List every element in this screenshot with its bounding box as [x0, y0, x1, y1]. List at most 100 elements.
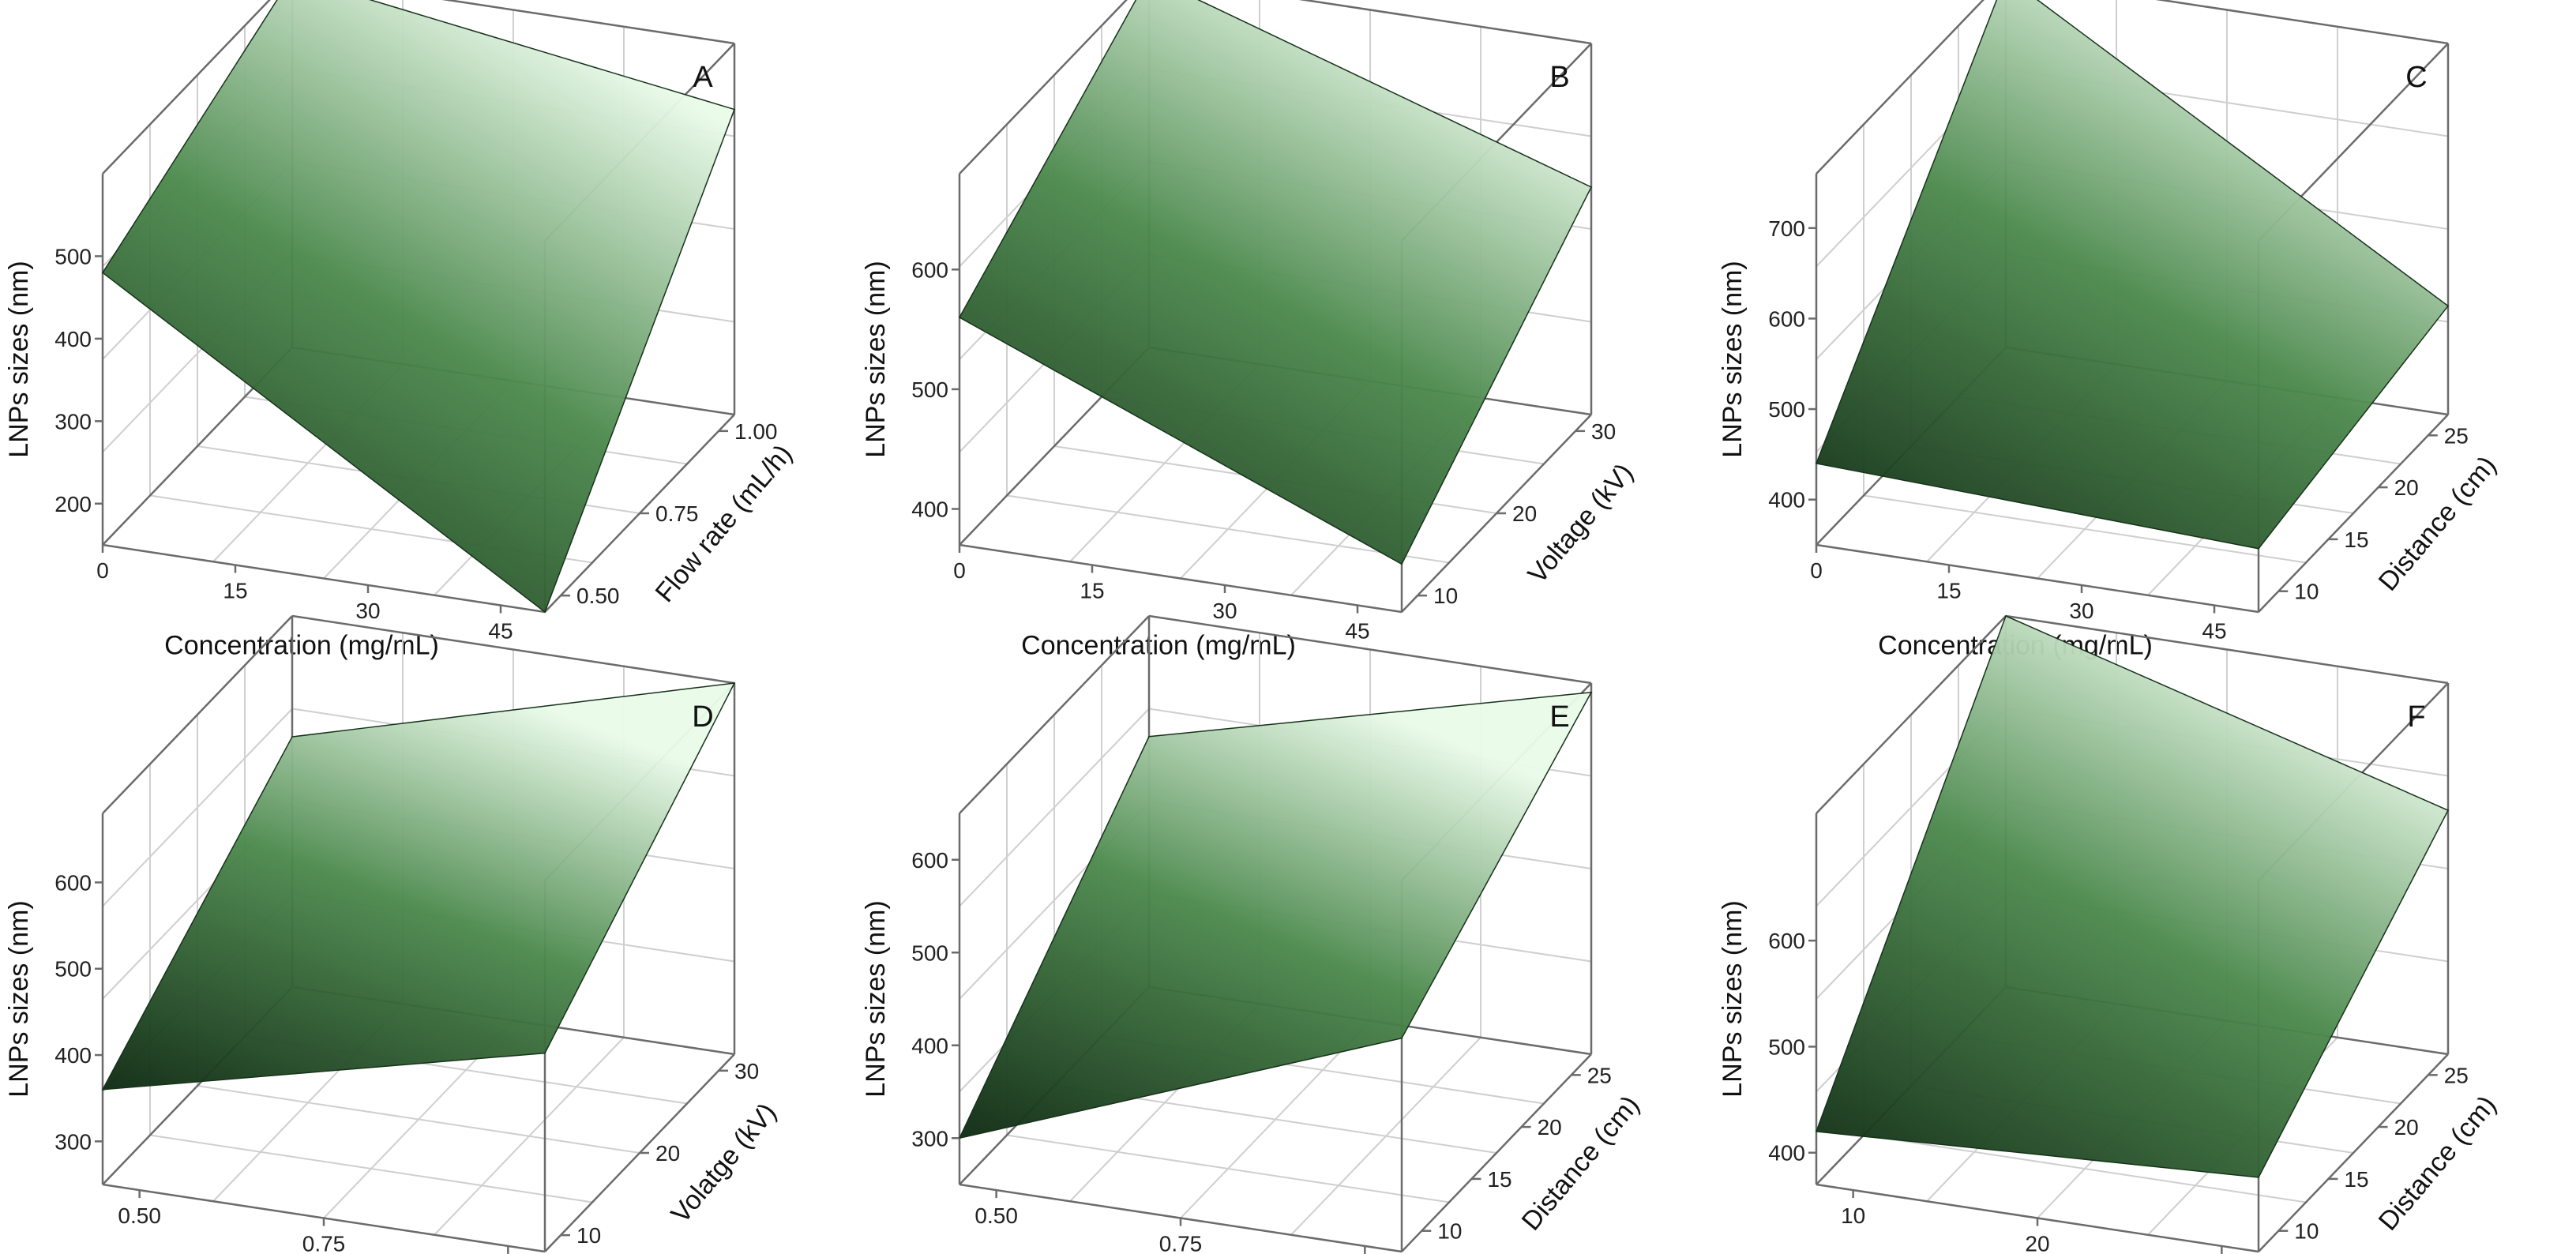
x-tick-label: 0.50	[118, 1203, 161, 1228]
z-tick-label: 400	[911, 1034, 948, 1058]
z-tick-label: 500	[54, 244, 92, 268]
axis-frame-edge	[441, 0, 735, 45]
z-tick-label: 500	[1768, 1034, 1805, 1059]
y-tick-label: 25	[2444, 1063, 2469, 1087]
z-axis-label: LNPs sizes (nm)	[861, 900, 891, 1097]
panel-letter: F	[2407, 700, 2425, 734]
axis-frame-edge	[102, 543, 546, 614]
y-tick-label: 10	[2294, 1219, 2319, 1244]
z-tick-label: 400	[54, 327, 92, 351]
z-tick-label: 500	[911, 377, 948, 402]
z-tick-label: 700	[1768, 216, 1805, 241]
z-tick-label: 400	[1768, 488, 1805, 512]
y-tick-label: 15	[1487, 1167, 1511, 1192]
panel-letter: B	[1549, 61, 1569, 94]
z-tick-label: 500	[54, 957, 92, 982]
x-tick-label: 15	[1936, 579, 1961, 603]
y-tick-label: 30	[734, 1059, 759, 1083]
z-tick-label: 300	[911, 1126, 948, 1151]
x-tick-label: 0.50	[974, 1203, 1018, 1228]
z-tick-label: 400	[911, 497, 948, 522]
left-wall-gridline	[102, 708, 293, 907]
z-axis-label: LNPs sizes (nm)	[1718, 261, 1748, 457]
z-tick-label: 600	[911, 848, 948, 873]
axis-frame-edge	[1401, 1053, 1592, 1252]
z-tick-label: 600	[1768, 929, 1805, 953]
floor-gridline	[197, 1085, 640, 1154]
z-tick-label: 500	[1768, 397, 1805, 422]
z-tick-label: 300	[54, 409, 92, 434]
axis-frame-edge	[102, 0, 271, 175]
panel-letter: C	[2405, 61, 2427, 94]
response-surface	[958, 691, 1593, 1139]
axis-frame-edge	[1816, 615, 2007, 814]
z-tick-label: 600	[54, 870, 92, 895]
panel-F: 10203010152025400500600Voltage (kV)Dista…	[1718, 614, 2503, 1254]
y-tick-label: 30	[1591, 419, 1616, 444]
axis-frame-edge	[1816, 0, 1985, 175]
z-tick-label: 600	[1768, 306, 1805, 331]
x-tick-label: 0	[1810, 558, 1823, 583]
floor-gridline	[1290, 1037, 1481, 1236]
x-tick-label: 0.75	[302, 1232, 346, 1254]
panel-D: 0.500.751.00102030300400500600Flow rate …	[4, 614, 783, 1254]
z-tick-label: 600	[911, 257, 948, 282]
z-tick-label: 300	[54, 1129, 92, 1154]
y-tick-label: 0.75	[655, 501, 699, 526]
z-tick-label: 200	[54, 492, 92, 516]
y-tick-label: 1.00	[734, 419, 778, 444]
x-axis-label: Concentration (mg/mL)	[1021, 630, 1296, 660]
x-tick-label: 15	[223, 579, 247, 603]
panel-B: 0 15 30 45 10 20 30 400 500 600 Concentration (mg/…	[861, 0, 1639, 660]
x-axis-label: Concentration (mg/mL)	[164, 630, 439, 660]
y-tick-label: 10	[1433, 584, 1458, 608]
x-tick-label: 30	[355, 599, 380, 623]
y-tick-label: 15	[2344, 1167, 2368, 1192]
y-tick-label: 20	[1538, 1115, 1562, 1139]
x-tick-label: 45	[2202, 619, 2226, 644]
panel-E: 0.500.751.0010152025300400500600Flow rat…	[861, 614, 1646, 1254]
x-tick-label: 0	[96, 558, 109, 583]
response-surface	[101, 682, 736, 1091]
z-axis-label: LNPs sizes (nm)	[4, 900, 34, 1097]
axis-frame-edge	[1816, 543, 2259, 614]
axis-frame-edge	[2005, 614, 2449, 685]
z-tick-label: 400	[54, 1043, 92, 1068]
y-tick-label: 20	[2394, 475, 2419, 500]
y-tick-label: 15	[2344, 528, 2368, 552]
panel-A: 0 15 30 45 0.50 0.75 1.00 200 300 400 500 Concentra…	[4, 0, 798, 660]
axis-frame-edge	[959, 615, 1150, 814]
response-surface	[1815, 0, 2450, 550]
z-tick-label: 500	[911, 940, 948, 965]
response-surface	[958, 0, 1593, 565]
panel-letter: A	[693, 61, 713, 94]
x-tick-label: 45	[488, 619, 513, 644]
axis-frame-edge	[1148, 614, 1592, 685]
z-axis-label: LNPs sizes (nm)	[861, 261, 891, 457]
z-axis-label: LNPs sizes (nm)	[4, 261, 34, 457]
x-tick-label: 30	[1212, 599, 1237, 623]
z-axis-label: LNPs sizes (nm)	[1718, 900, 1748, 1097]
axis-frame-edge	[291, 614, 735, 685]
y-tick-label: 10	[2294, 580, 2319, 604]
x-tick-label: 10	[1841, 1203, 1865, 1228]
y-tick-label: 10	[1437, 1219, 1462, 1244]
y-tick-label: 25	[2444, 423, 2469, 448]
axis-frame-edge	[959, 0, 1128, 175]
panel-letter: D	[692, 700, 713, 734]
y-tick-label: 20	[1512, 501, 1537, 526]
y-tick-label: 20	[2394, 1115, 2419, 1139]
axis-frame-edge	[2258, 414, 2449, 613]
axis-frame-edge	[2155, 0, 2449, 45]
y-tick-label: 10	[576, 1223, 601, 1248]
left-wall-gridline	[959, 708, 1150, 907]
axis-frame-edge	[2258, 1053, 2449, 1252]
axis-frame-edge	[1298, 0, 1592, 45]
y-tick-label: 0.50	[576, 584, 620, 608]
y-tick-label: 25	[1587, 1063, 1612, 1087]
panel-C: 015304510152025400500600700Concentration…	[1718, 0, 2503, 660]
x-tick-label: 30	[2069, 599, 2093, 623]
response-surface	[101, 0, 735, 614]
x-tick-label: 20	[2025, 1232, 2049, 1254]
